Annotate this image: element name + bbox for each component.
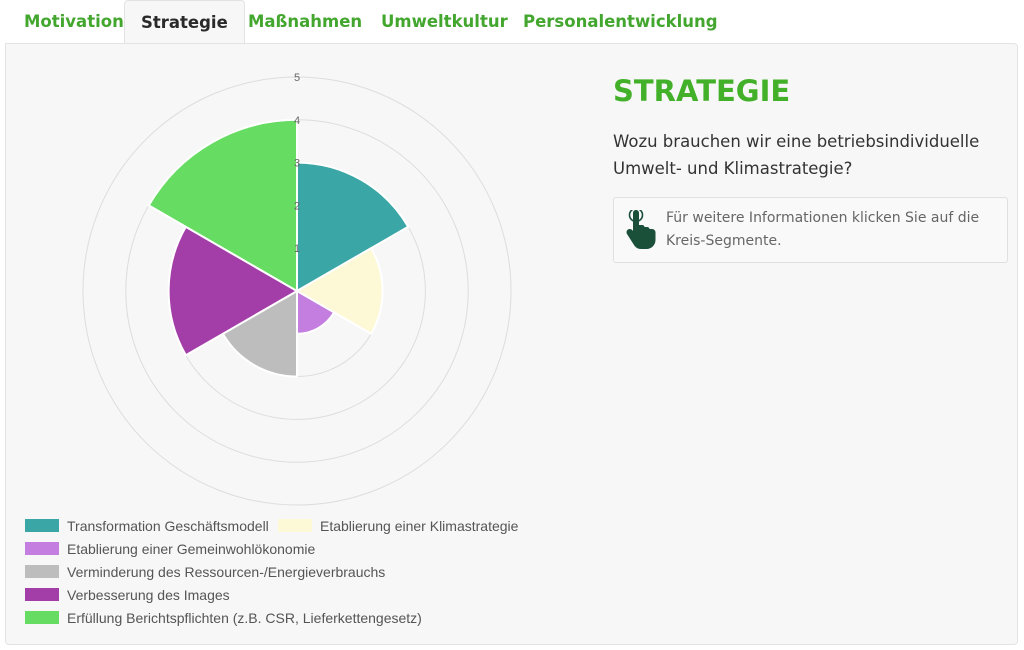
grid-circle [82, 76, 512, 506]
tab-umweltkultur[interactable]: Umweltkultur [381, 12, 508, 31]
legend-swatch [25, 542, 59, 555]
tick-label: 2 [294, 200, 300, 212]
tab-massnahmen[interactable]: Maßnahmen [248, 12, 363, 31]
legend-swatch [25, 588, 59, 601]
tab-personalentwicklung[interactable]: Personalentwicklung [523, 12, 718, 31]
tab-strategie[interactable]: Strategie [124, 0, 245, 46]
info-text: Für weitere Informationen klicken Sie au… [666, 210, 980, 249]
legend-swatch [25, 519, 59, 532]
section-question: Wozu brauchen wir eine betriebsindividue… [613, 132, 980, 178]
legend-label: Etablierung einer Klimastrategie [320, 518, 519, 534]
polar-segment[interactable] [167, 225, 300, 357]
info-box: Für weitere Informationen klicken Sie au… [613, 197, 1008, 263]
legend-label: Transformation Geschäftsmodell [67, 518, 269, 534]
legend-label: Erfüllung Berichtspflichten (z.B. CSR, L… [67, 610, 422, 626]
tick-label: 1 [294, 243, 300, 255]
tick-label: 3 [294, 158, 300, 170]
legend-swatch [25, 565, 59, 578]
section-title: STRATEGIE [613, 74, 791, 108]
pointing-hand-icon [624, 207, 658, 250]
polar-segment[interactable] [294, 246, 384, 336]
legend-swatch [278, 519, 312, 532]
legend-swatch [25, 611, 59, 624]
content-panel: 1 2 3 4 5 Transformation Geschäftsmodell Eta… [5, 43, 1018, 645]
tick-label: 5 [294, 72, 300, 84]
polar-area-chart: 1 2 3 4 5 [82, 72, 512, 506]
polar-segment[interactable] [296, 161, 410, 293]
legend-label: Verbesserung des Images [67, 587, 230, 603]
tab-bar: Motivation Strategie Maßnahmen Umweltkul… [0, 0, 1024, 46]
tick-label: 4 [294, 115, 300, 127]
tab-motivation[interactable]: Motivation [24, 12, 124, 31]
polar-segment[interactable] [147, 118, 298, 293]
legend-label: Etablierung einer Gemeinwohlökonomie [67, 541, 316, 557]
legend-label: Verminderung des Ressourcen-/Energieverb… [67, 564, 386, 580]
polar-segment[interactable] [221, 289, 298, 378]
